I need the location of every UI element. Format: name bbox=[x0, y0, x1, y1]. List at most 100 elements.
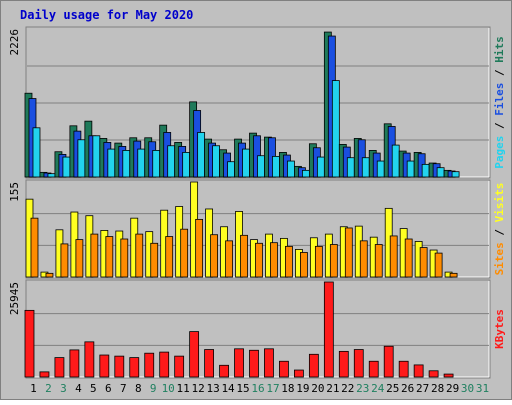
bar-pages-day-12 bbox=[197, 132, 206, 178]
day-label-1: 1 bbox=[30, 382, 37, 395]
axis-label-part: / bbox=[493, 222, 506, 242]
day-label-9: 9 bbox=[150, 382, 157, 395]
bar-pages-day-27 bbox=[421, 163, 430, 178]
bar-kbytes-day-5 bbox=[84, 341, 95, 378]
bar-kbytes-day-8 bbox=[129, 357, 140, 378]
bar-kbytes-day-7 bbox=[114, 355, 125, 378]
bar-pages-day-17 bbox=[272, 155, 280, 178]
day-label-12: 12 bbox=[192, 382, 205, 395]
bar-sites-day-4 bbox=[75, 239, 84, 278]
day-label-4: 4 bbox=[75, 382, 82, 395]
day-label-10: 10 bbox=[162, 382, 175, 395]
bar-kbytes-day-10 bbox=[159, 351, 170, 378]
bar-sites-day-29 bbox=[449, 272, 458, 278]
bar-sites-day-6 bbox=[105, 236, 114, 278]
axis-label-part: Files bbox=[493, 83, 506, 116]
bar-sites-day-24 bbox=[374, 244, 383, 278]
bar-pages-day-5 bbox=[92, 135, 101, 178]
axis-label-hits_files_pages: Pages / Files / Hits bbox=[493, 36, 506, 169]
day-label-25: 25 bbox=[386, 382, 399, 395]
bar-pages-day-2 bbox=[47, 173, 56, 178]
bar-pages-day-13 bbox=[212, 145, 220, 178]
bar-pages-day-15 bbox=[242, 148, 250, 178]
day-label-15: 15 bbox=[236, 382, 249, 395]
bar-kbytes-day-13 bbox=[204, 349, 214, 378]
bar-kbytes-day-24 bbox=[368, 360, 379, 378]
day-label-3: 3 bbox=[60, 382, 67, 395]
day-label-18: 18 bbox=[281, 382, 294, 395]
bar-kbytes-day-16 bbox=[249, 349, 259, 378]
axis-label-part: Sites bbox=[493, 242, 506, 275]
chart-panels: 2226 Pages / Files / Hits 155 Sites / Visit… bbox=[8, 26, 506, 379]
bar-pages-day-3 bbox=[62, 156, 71, 178]
bar-sites-day-12 bbox=[195, 218, 204, 278]
panel-kbytes: 25945 KBytes bbox=[8, 279, 506, 379]
bar-kbytes-day-1 bbox=[24, 309, 35, 378]
bar-pages-day-1 bbox=[32, 127, 41, 178]
day-label-31: 31 bbox=[476, 382, 489, 395]
day-label-13: 13 bbox=[206, 382, 219, 395]
bar-kbytes-day-9 bbox=[144, 352, 155, 378]
bar-sites-day-20 bbox=[314, 245, 323, 278]
bar-pages-day-10 bbox=[167, 145, 176, 178]
axis-label-part: Visits bbox=[493, 183, 506, 223]
bar-pages-day-16 bbox=[257, 155, 265, 178]
bar-pages-day-26 bbox=[406, 160, 415, 178]
panel-hits_files_pages: 2226 Pages / Files / Hits bbox=[8, 26, 506, 179]
bar-sites-day-13 bbox=[210, 234, 218, 278]
day-label-14: 14 bbox=[221, 382, 235, 395]
bar-kbytes-day-25 bbox=[383, 345, 394, 378]
bar-sites-day-21 bbox=[329, 244, 338, 278]
day-label-11: 11 bbox=[177, 382, 190, 395]
day-label-21: 21 bbox=[326, 382, 339, 395]
bar-pages-day-7 bbox=[122, 150, 131, 178]
bar-kbytes-day-27 bbox=[413, 364, 424, 378]
bar-sites-day-17 bbox=[270, 242, 278, 278]
day-label-16: 16 bbox=[251, 382, 264, 395]
bar-kbytes-day-6 bbox=[99, 354, 110, 378]
axis-label-part: KBytes bbox=[493, 309, 506, 349]
bar-pages-day-22 bbox=[346, 157, 355, 178]
bar-sites-day-26 bbox=[404, 238, 413, 278]
bar-kbytes-day-26 bbox=[398, 360, 409, 378]
bar-sites-day-28 bbox=[434, 252, 443, 278]
axis-label-kbytes: KBytes bbox=[493, 309, 506, 349]
day-label-26: 26 bbox=[401, 382, 414, 395]
day-label-22: 22 bbox=[341, 382, 354, 395]
bar-pages-day-28 bbox=[436, 167, 445, 178]
bar-sites-day-5 bbox=[90, 233, 99, 278]
bar-kbytes-day-14 bbox=[219, 364, 229, 378]
bar-pages-day-11 bbox=[182, 151, 191, 178]
bar-pages-day-14 bbox=[227, 161, 235, 178]
bar-kbytes-day-17 bbox=[264, 348, 274, 378]
bar-kbytes-day-20 bbox=[308, 353, 319, 378]
bar-kbytes-day-12 bbox=[189, 331, 200, 378]
bar-pages-day-21 bbox=[331, 80, 340, 178]
bar-kbytes-day-22 bbox=[338, 350, 349, 378]
bar-sites-day-7 bbox=[120, 238, 129, 278]
day-label-17: 17 bbox=[266, 382, 279, 395]
axis-label-part: / bbox=[493, 63, 506, 83]
bar-pages-day-9 bbox=[152, 150, 161, 178]
bar-pages-day-6 bbox=[107, 148, 116, 178]
bar-kbytes-day-3 bbox=[54, 357, 65, 378]
bar-sites-day-8 bbox=[135, 233, 144, 278]
bar-sites-day-15 bbox=[240, 234, 248, 278]
bar-sites-day-14 bbox=[225, 240, 233, 278]
bar-pages-day-24 bbox=[376, 160, 385, 178]
day-label-6: 6 bbox=[105, 382, 112, 395]
bar-kbytes-day-15 bbox=[234, 348, 244, 378]
axis-label-part: / bbox=[493, 116, 506, 136]
day-label-7: 7 bbox=[120, 382, 127, 395]
bar-pages-day-4 bbox=[77, 139, 86, 178]
bar-pages-day-23 bbox=[361, 157, 370, 178]
day-label-30: 30 bbox=[461, 382, 474, 395]
day-label-8: 8 bbox=[135, 382, 142, 395]
bar-kbytes-day-18 bbox=[279, 360, 289, 378]
day-label-27: 27 bbox=[416, 382, 429, 395]
bar-sites-day-9 bbox=[150, 242, 159, 278]
bar-sites-day-27 bbox=[419, 247, 428, 278]
panel-visits_sites: 155 Sites / Visits bbox=[8, 179, 506, 279]
